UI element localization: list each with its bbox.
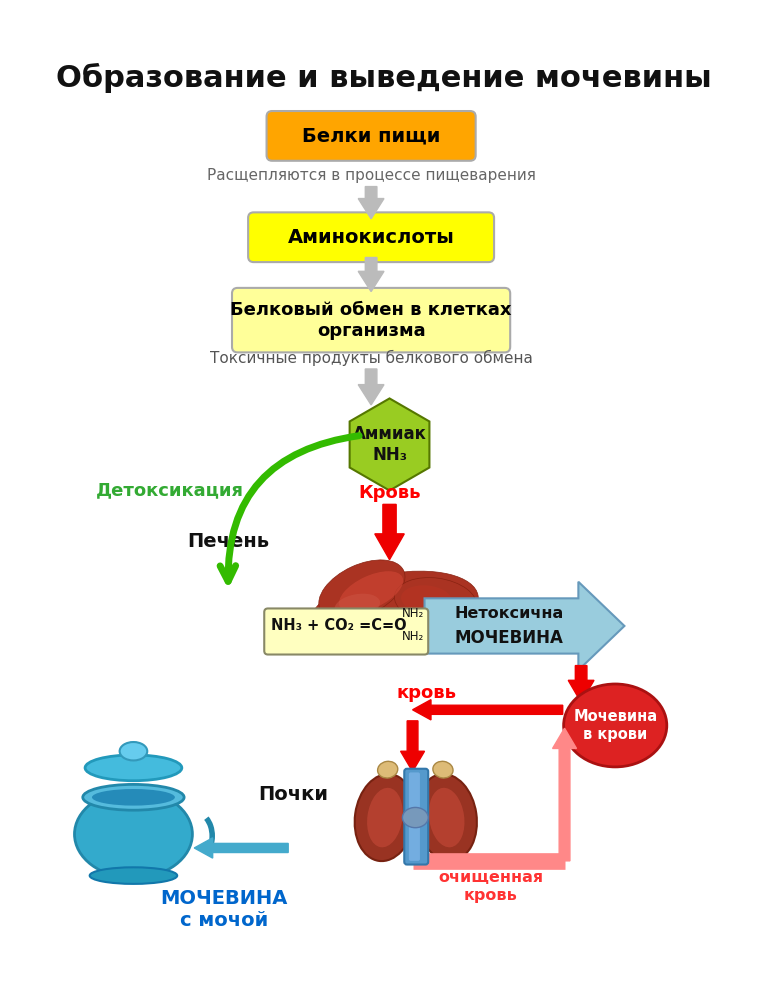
- Ellipse shape: [74, 790, 193, 878]
- FancyArrow shape: [375, 504, 404, 560]
- Ellipse shape: [92, 789, 175, 805]
- Ellipse shape: [83, 784, 184, 810]
- Ellipse shape: [310, 572, 478, 649]
- Ellipse shape: [416, 774, 477, 861]
- Ellipse shape: [395, 578, 477, 624]
- Ellipse shape: [90, 868, 177, 884]
- Ellipse shape: [429, 788, 465, 847]
- Polygon shape: [425, 581, 624, 670]
- FancyArrow shape: [401, 721, 425, 771]
- Text: МОЧЕВИНА
с мочой: МОЧЕВИНА с мочой: [160, 890, 287, 930]
- Ellipse shape: [402, 807, 429, 828]
- FancyBboxPatch shape: [248, 213, 494, 262]
- Ellipse shape: [378, 761, 398, 778]
- Text: Почки: Почки: [258, 785, 328, 804]
- FancyArrow shape: [358, 187, 384, 219]
- Text: Нетоксична: Нетоксична: [455, 606, 564, 621]
- Text: Кровь: Кровь: [359, 484, 421, 502]
- Text: Печень: Печень: [187, 532, 270, 551]
- FancyBboxPatch shape: [266, 111, 475, 161]
- Ellipse shape: [396, 609, 456, 644]
- Text: Токсичные продукты белкового обмена: Токсичные продукты белкового обмена: [210, 350, 532, 366]
- Ellipse shape: [564, 684, 667, 767]
- FancyArrow shape: [412, 700, 563, 720]
- Text: Расщепляются в процессе пищеварения: Расщепляются в процессе пищеварения: [207, 168, 535, 183]
- Ellipse shape: [120, 743, 147, 760]
- FancyArrow shape: [552, 729, 577, 861]
- Text: Аминокислоты: Аминокислоты: [288, 228, 455, 247]
- Ellipse shape: [355, 774, 415, 861]
- Text: МОЧЕВИНА: МОЧЕВИНА: [455, 629, 564, 647]
- Ellipse shape: [319, 560, 405, 620]
- FancyBboxPatch shape: [232, 288, 510, 353]
- Text: NH₂: NH₂: [402, 606, 424, 619]
- FancyArrow shape: [358, 257, 384, 291]
- FancyBboxPatch shape: [409, 772, 420, 861]
- FancyBboxPatch shape: [404, 768, 429, 865]
- Text: кровь: кровь: [396, 684, 456, 702]
- FancyArrow shape: [194, 838, 288, 858]
- Ellipse shape: [85, 754, 182, 780]
- Ellipse shape: [339, 572, 403, 612]
- Text: Образование и выведение мочевины: Образование и выведение мочевины: [56, 63, 712, 92]
- Text: Аммиак
NH₃: Аммиак NH₃: [353, 425, 426, 464]
- Text: NH₂: NH₂: [402, 629, 424, 642]
- Text: NH₃ + CO₂ =C=O: NH₃ + CO₂ =C=O: [270, 618, 406, 633]
- FancyBboxPatch shape: [264, 608, 429, 654]
- FancyArrow shape: [568, 666, 594, 703]
- Ellipse shape: [334, 610, 408, 647]
- Text: Белковый обмен в клетках
организма: Белковый обмен в клетках организма: [230, 301, 511, 340]
- FancyArrow shape: [358, 369, 384, 405]
- Polygon shape: [349, 399, 429, 491]
- Text: очищенная
кровь: очищенная кровь: [439, 871, 544, 903]
- Text: Белки пищи: Белки пищи: [302, 126, 440, 145]
- Ellipse shape: [367, 788, 402, 847]
- Text: Мочевина
в крови: Мочевина в крови: [573, 710, 657, 742]
- Ellipse shape: [433, 761, 453, 778]
- Ellipse shape: [401, 585, 452, 613]
- Ellipse shape: [335, 593, 380, 617]
- Text: Детоксикация: Детоксикация: [96, 481, 244, 500]
